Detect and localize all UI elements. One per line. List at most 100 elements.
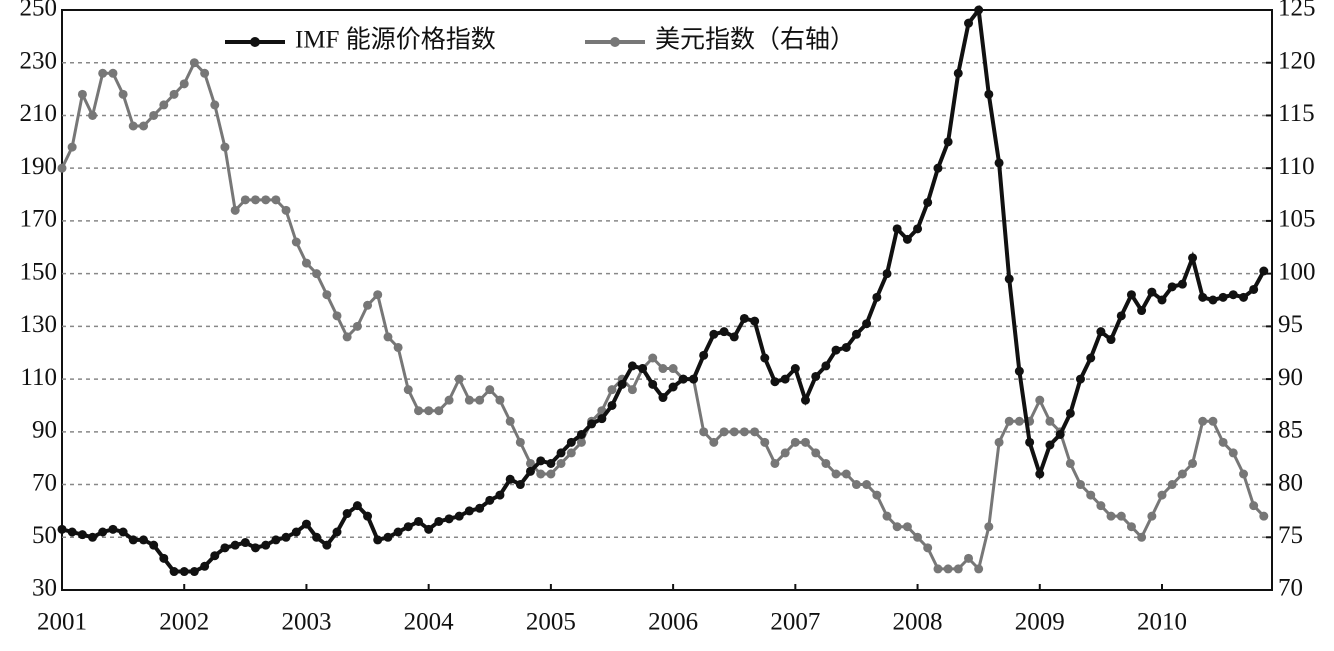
y-tick-label: 230 [20,47,58,74]
point [668,364,678,374]
point [98,68,108,78]
point [200,561,210,571]
point [576,429,586,439]
point [638,364,648,374]
point [1014,416,1024,426]
point [1147,511,1157,521]
x-tick-label: 2008 [893,609,943,636]
point [1065,408,1075,418]
x-tick-label: 2005 [526,609,576,636]
point [1086,490,1096,500]
point [760,353,770,363]
point [627,361,637,371]
point [210,100,220,110]
point [485,495,495,505]
point [1106,335,1116,345]
point [1177,279,1187,289]
y2-tick-label: 70 [1278,575,1303,602]
x-tick-label: 2003 [281,609,331,636]
point [1198,292,1208,302]
point [1218,437,1228,447]
point [872,292,882,302]
point [831,345,841,355]
point [699,427,709,437]
y2-tick-label: 90 [1278,364,1303,391]
point [189,58,199,68]
point [729,427,739,437]
point [475,503,485,513]
legend-marker [250,37,260,47]
point [403,385,413,395]
point [240,538,250,548]
point [363,300,373,310]
point [750,427,760,437]
point [77,530,87,540]
point [1116,311,1126,321]
point [678,374,688,384]
point [108,68,118,78]
point [536,456,546,466]
y2-tick-label: 80 [1278,469,1303,496]
point [332,527,342,537]
point [67,527,77,537]
point [434,516,444,526]
x-tick-label: 2004 [404,609,455,636]
point [729,332,739,342]
point [1249,284,1259,294]
point [159,553,169,563]
point [179,567,189,577]
point [923,543,933,553]
point [627,385,637,395]
point [485,385,495,395]
point [291,237,301,247]
point [57,524,67,534]
point [88,532,98,542]
point [169,567,179,577]
point [994,158,1004,168]
point [1096,327,1106,337]
point [556,448,566,458]
point [1177,469,1187,479]
point [373,290,383,300]
legend-label: 美元指数（右轴） [655,26,855,54]
point [169,89,179,99]
x-tick-label: 2010 [1137,609,1187,636]
point [658,364,668,374]
point [821,458,831,468]
point [1228,448,1238,458]
x-tick-label: 2007 [770,609,820,636]
y2-tick-label: 110 [1278,153,1315,180]
point [210,551,220,561]
point [271,535,281,545]
point [699,350,709,360]
point [1167,282,1177,292]
point [943,564,953,574]
point [566,437,576,447]
y-tick-label: 130 [20,311,58,338]
point [179,79,189,89]
point [444,395,454,405]
x-tick-label: 2001 [37,609,87,636]
point [1249,501,1259,511]
point [1035,395,1045,405]
point [525,458,535,468]
point [1239,469,1249,479]
point [383,332,393,342]
point [220,142,230,152]
point [821,361,831,371]
point [994,437,1004,447]
point [475,395,485,405]
point [342,332,352,342]
point [750,316,760,326]
y2-tick-label: 105 [1278,206,1316,233]
point [1157,490,1167,500]
y2-tick-label: 125 [1278,0,1316,22]
x-tick-label: 2002 [159,609,209,636]
y2-tick-label: 115 [1278,100,1315,127]
point [933,163,943,173]
point [974,5,984,15]
point [1106,511,1116,521]
point [1045,440,1055,450]
point [658,393,668,403]
point [587,419,597,429]
